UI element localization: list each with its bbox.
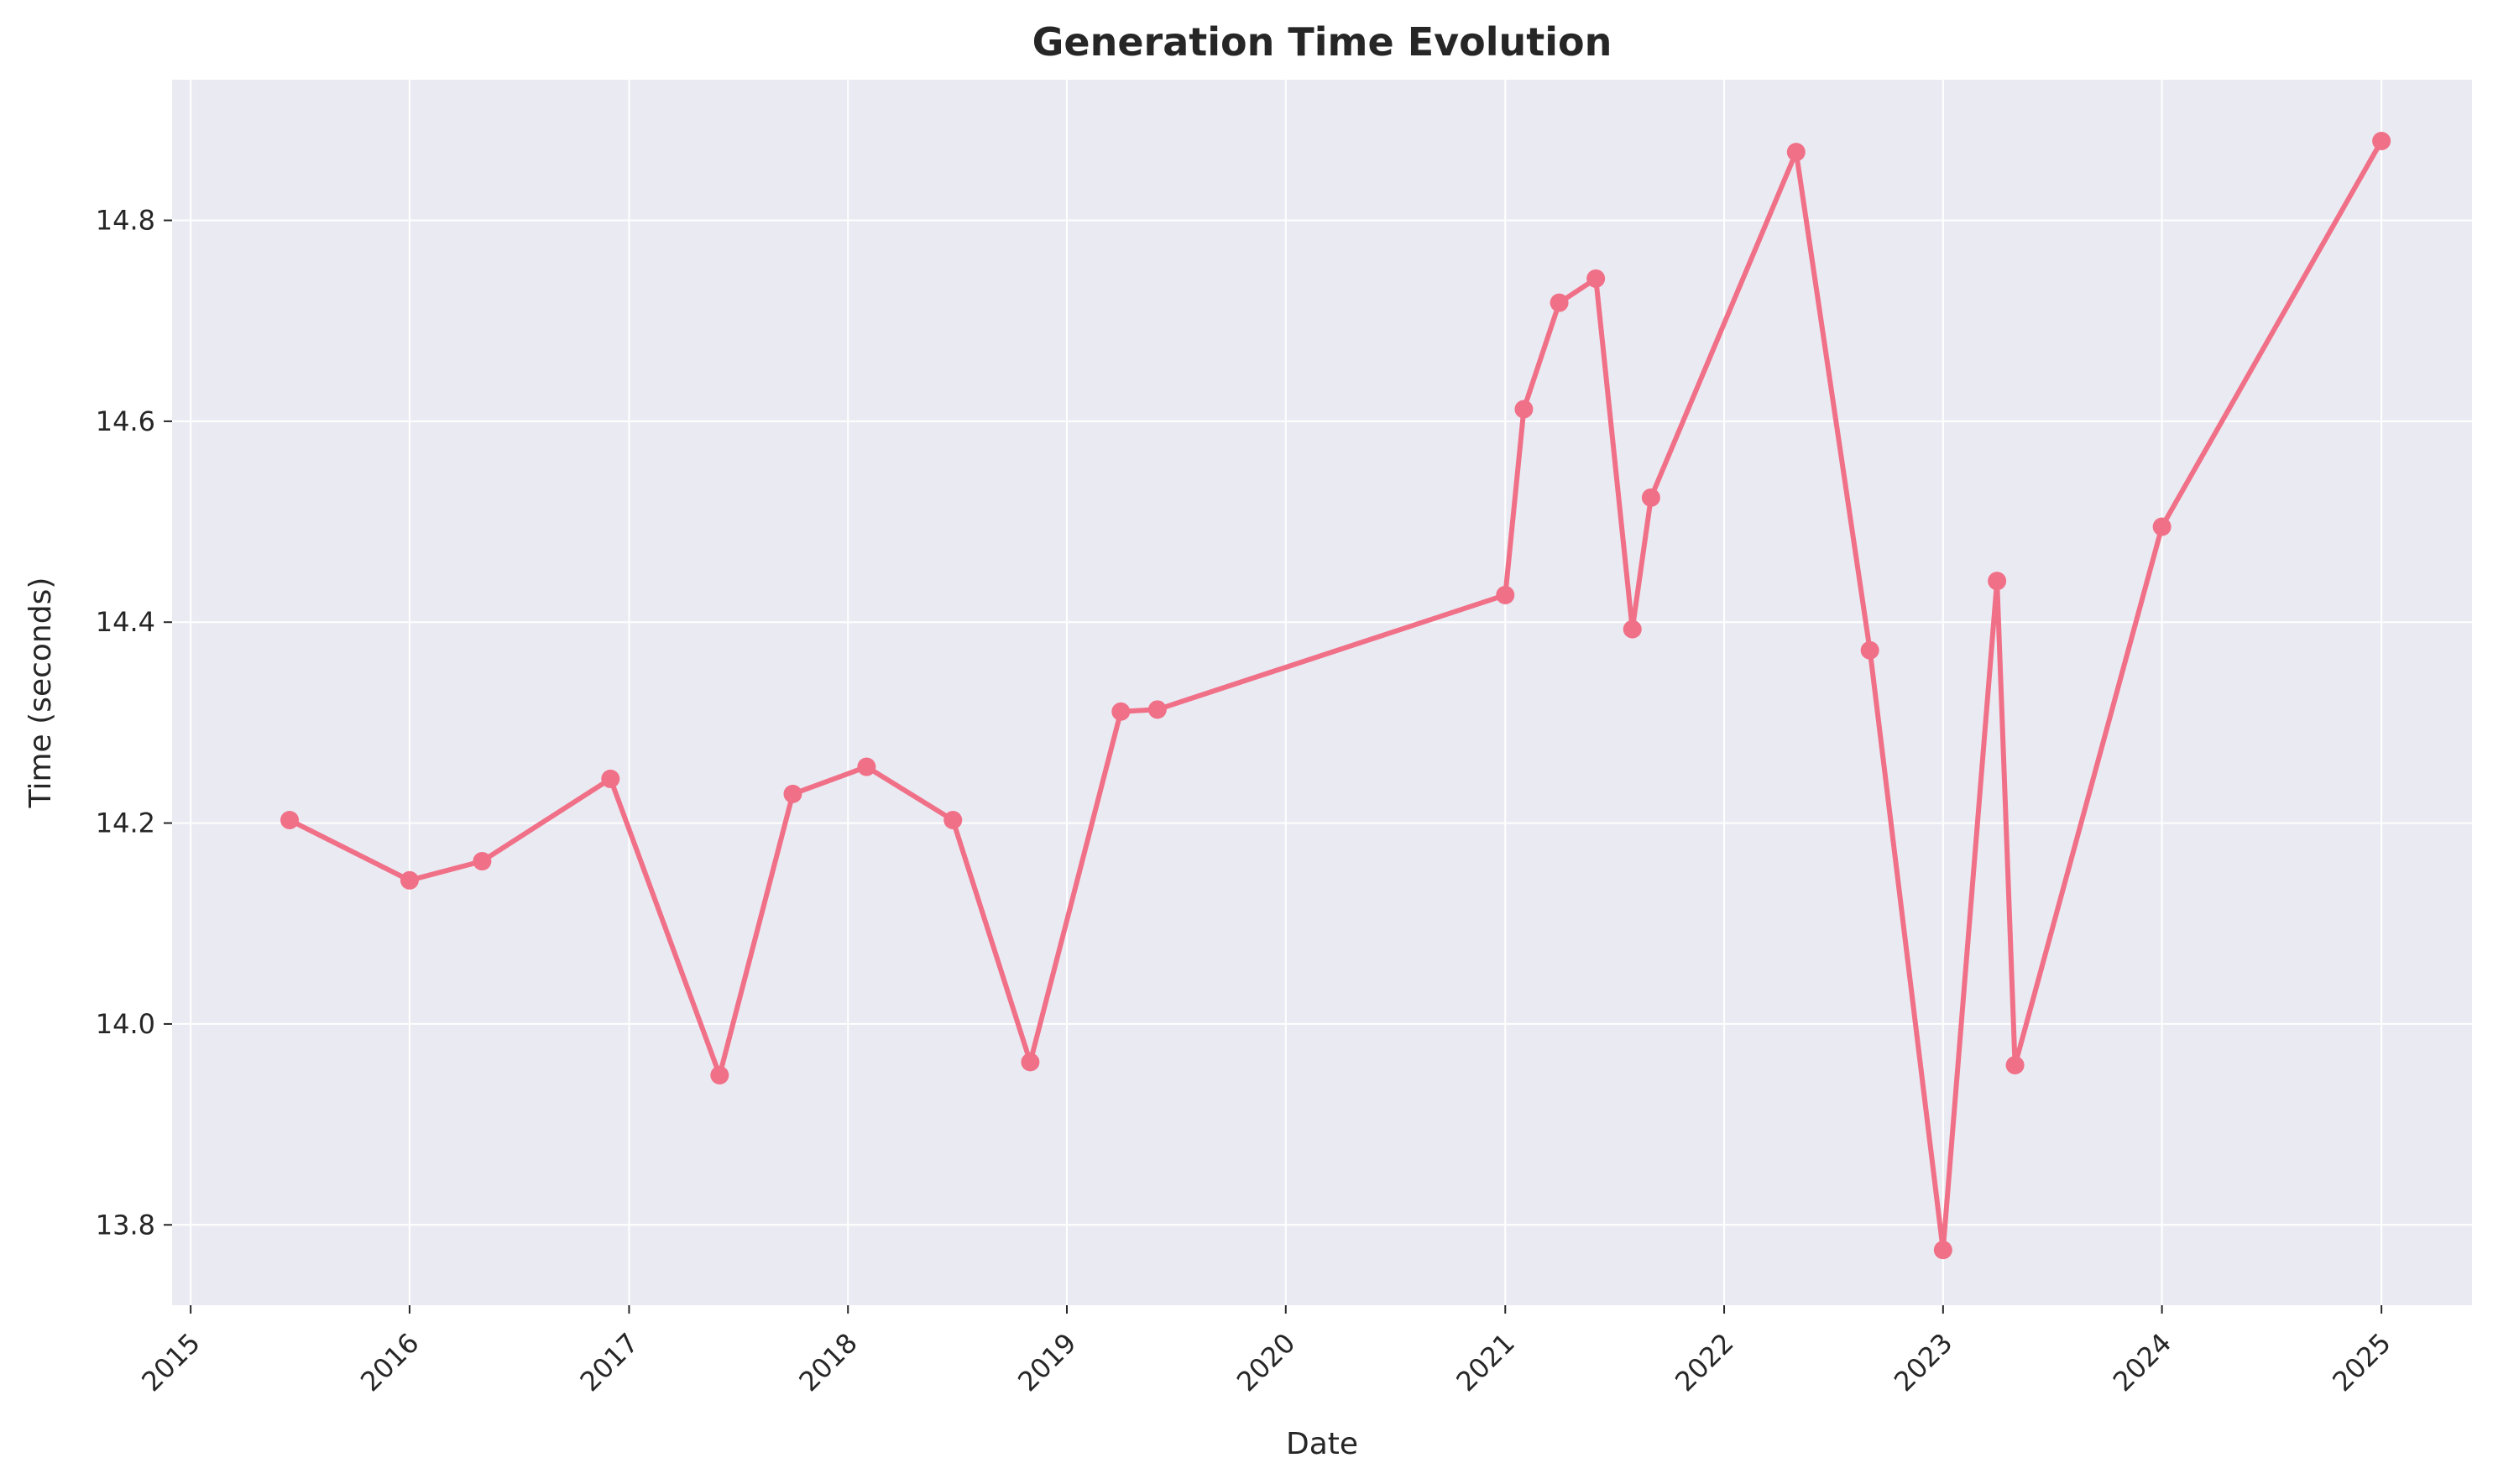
data-point (280, 810, 300, 829)
data-point (1786, 143, 1806, 162)
data-point (2005, 1055, 2025, 1074)
data-point (1860, 640, 1879, 660)
y-tick-label: 14.6 (96, 405, 155, 437)
y-tick-label: 13.8 (96, 1209, 155, 1241)
y-axis-ticks: 13.8 14.0 14.2 14.4 14.6 14.8 (96, 205, 172, 1241)
data-point (1586, 269, 1606, 288)
data-point (400, 870, 419, 890)
data-point (1514, 400, 1534, 419)
data-point (1147, 700, 1167, 719)
data-point (473, 852, 492, 871)
series-line (287, 138, 2385, 1253)
series-line-path (287, 138, 2385, 1253)
data-point (1933, 1241, 1952, 1260)
data-point (1496, 585, 1515, 604)
grid (172, 80, 2472, 1305)
y-tick-label: 14.0 (96, 1008, 155, 1040)
data-point (1111, 702, 1131, 721)
data-point (2372, 132, 2391, 150)
chart-title: Generation Time Evolution (1032, 19, 1612, 65)
y-axis-label: Time (seconds) (24, 577, 58, 809)
data-point (1550, 293, 1569, 312)
plot-area (172, 80, 2472, 1305)
data-point (1641, 488, 1660, 507)
data-point (1021, 1053, 1040, 1072)
data-point (1988, 572, 2007, 591)
series-markers (280, 132, 2391, 1260)
data-point (783, 784, 802, 803)
data-point (943, 810, 963, 829)
y-tick-label: 14.4 (96, 606, 155, 638)
data-point (601, 769, 620, 788)
data-point (1623, 619, 1642, 639)
x-axis-label: Date (1286, 1427, 1358, 1461)
data-point (857, 757, 876, 776)
y-tick-label: 14.8 (96, 205, 155, 237)
data-point (710, 1065, 729, 1084)
y-tick-label: 14.2 (96, 807, 155, 839)
data-point (2152, 517, 2172, 536)
